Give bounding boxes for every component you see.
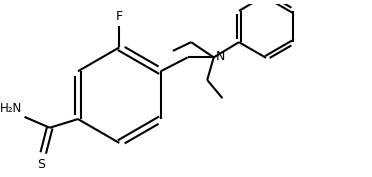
Text: N: N	[215, 50, 225, 63]
Text: H₂N: H₂N	[0, 102, 22, 115]
Text: S: S	[38, 158, 45, 171]
Text: F: F	[116, 10, 123, 23]
